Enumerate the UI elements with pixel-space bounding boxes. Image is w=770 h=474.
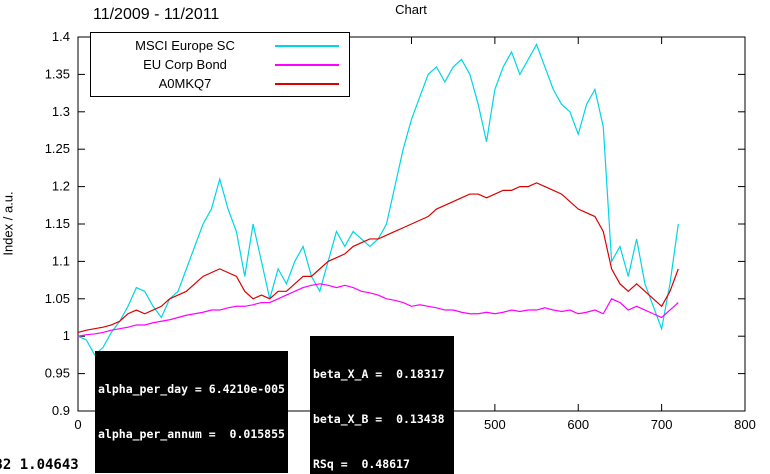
alpha-stats-box: alpha_per_day = 6.4210e-005 alpha_per_an… <box>95 351 288 473</box>
legend-item: A0MKQ7 <box>101 74 339 93</box>
series-line-eu-corp-bond <box>77 283 679 337</box>
y-tick-label: 1 <box>63 328 70 343</box>
regression-stats-box: beta_X_A = 0.18317 beta_X_B = 0.13438 RS… <box>310 336 455 474</box>
y-tick-label: 1.4 <box>52 29 70 44</box>
x-tick-label: 500 <box>484 417 506 432</box>
y-tick-label: 1.35 <box>45 66 70 81</box>
date-range-label: 11/2009 - 11/2011 <box>93 6 220 23</box>
stats-line: beta_X_A = 0.18317 <box>313 367 445 381</box>
x-tick-label: 700 <box>651 417 673 432</box>
stats-line: beta_X_B = 0.13438 <box>313 412 445 426</box>
legend-line-sample <box>275 82 339 85</box>
y-tick-label: 1.1 <box>52 253 70 268</box>
legend-label: MSCI Europe SC <box>135 38 235 53</box>
chart-title: Chart <box>395 2 427 17</box>
legend-line-sample <box>275 63 339 66</box>
y-tick-label: 1.05 <box>45 291 70 306</box>
legend-item: EU Corp Bond <box>101 55 339 74</box>
y-tick-label: 0.9 <box>52 403 70 418</box>
legend-line-sample <box>275 44 339 47</box>
stats-line: alpha_per_annum = 0.015855 <box>98 427 285 441</box>
y-tick-label: 1.15 <box>45 216 70 231</box>
stats-line: RSq = 0.48617 <box>313 457 410 471</box>
footer-readout: 082 1.04643 <box>0 457 79 473</box>
series-line-a0mkq7 <box>77 182 679 334</box>
legend-item: MSCI Europe SC <box>101 36 339 55</box>
x-tick-label: 800 <box>734 417 756 432</box>
stats-line: alpha_per_day = 6.4210e-005 <box>98 382 285 396</box>
x-tick-label: 0 <box>74 417 81 432</box>
legend-label: EU Corp Bond <box>143 57 227 72</box>
y-tick-label: 1.25 <box>45 141 70 156</box>
y-tick-label: 1.2 <box>52 179 70 194</box>
x-tick-label: 600 <box>567 417 589 432</box>
y-axis-label: Index / a.u. <box>0 191 16 256</box>
legend: MSCI Europe SC EU Corp Bond A0MKQ7 <box>90 32 350 97</box>
y-tick-label: 1.3 <box>52 104 70 119</box>
y-tick-label: 0.95 <box>45 366 70 381</box>
legend-label: A0MKQ7 <box>158 76 212 91</box>
